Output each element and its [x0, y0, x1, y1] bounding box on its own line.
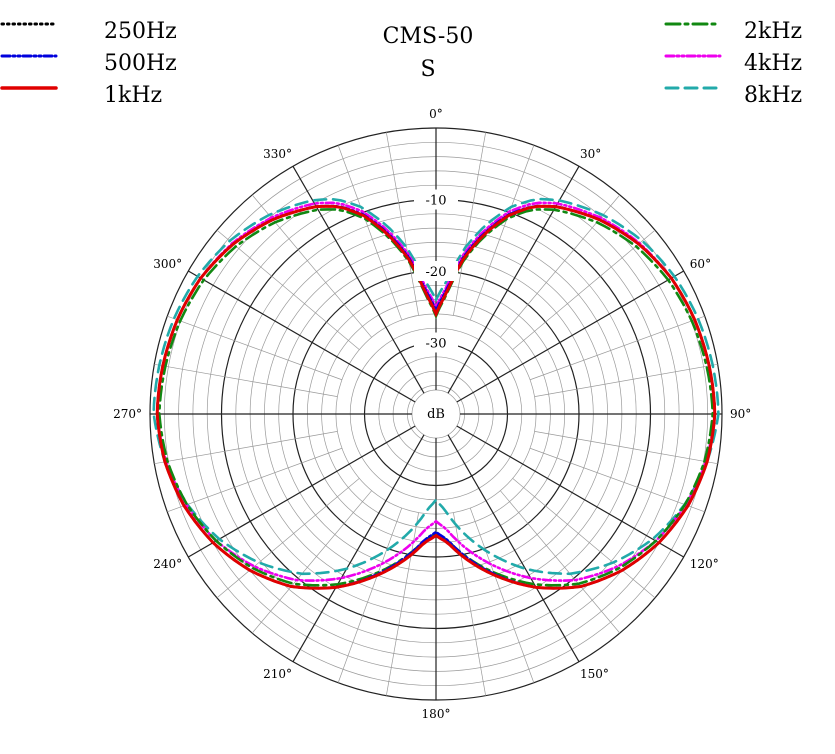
angle-tick-label: 300°	[153, 257, 182, 271]
ring-label-bg	[414, 261, 458, 281]
grid-spoke-minor	[154, 431, 338, 465]
grid-spoke-minor	[216, 229, 360, 350]
ring-label-bg	[414, 332, 458, 353]
angle-tick-label: 210°	[263, 667, 292, 681]
grid-spoke-minor	[529, 315, 705, 381]
grid-spoke-minor	[534, 363, 718, 397]
grid-spoke-minor	[167, 315, 343, 381]
series-layer	[152, 197, 720, 590]
grid-spoke-minor	[453, 132, 487, 316]
unit-label: dB	[427, 407, 445, 422]
angle-tick-label: 0°	[429, 107, 443, 121]
grid-spoke-major	[456, 270, 684, 403]
grid-spoke-major	[292, 434, 425, 662]
grid-spoke-minor	[529, 447, 705, 513]
chart-subtitle-line: S	[420, 57, 435, 82]
grid-spoke-minor	[251, 490, 372, 634]
angle-tick-label: 30°	[580, 147, 601, 161]
legend-label-8kHz: 8kHz	[744, 83, 802, 108]
legend-label-2kHz: 2kHz	[744, 19, 802, 44]
ring-label-bg	[414, 189, 458, 210]
grid-spoke-minor	[469, 145, 535, 321]
grid-spoke-minor	[534, 431, 718, 465]
grid-spoke-minor	[337, 507, 403, 683]
grid-spoke-minor	[154, 363, 338, 397]
angle-tick-label: 90°	[730, 407, 751, 421]
grid-spoke-minor	[512, 478, 656, 599]
grid-spoke-minor	[469, 507, 535, 683]
grid-spoke-major	[188, 425, 416, 558]
chart-title-line: CMS-50	[383, 24, 474, 49]
ring-label: -20	[426, 265, 447, 280]
grid-spoke-minor	[385, 132, 419, 316]
angle-tick-label: 240°	[153, 557, 182, 571]
grid-spoke-major	[188, 270, 416, 403]
grid-spoke-minor	[500, 490, 621, 634]
label-layer: -10 -20 -30 dB 0° 30° 60° 90° 120° 150° 180° 210° 24…	[113, 107, 751, 721]
chart-title: CMS-50 S	[383, 24, 474, 82]
legend-label-500Hz: 500Hz	[104, 51, 177, 76]
angle-tick-label: 120°	[690, 557, 719, 571]
grid-spoke-minor	[167, 447, 343, 513]
angle-tick-label: 270°	[113, 407, 142, 421]
legend-label-4kHz: 4kHz	[744, 51, 802, 76]
legend-label-250Hz: 250Hz	[104, 19, 177, 44]
angle-tick-label: 180°	[422, 707, 451, 721]
grid-spoke-minor	[337, 145, 403, 321]
series-line-8kHz	[152, 197, 720, 576]
grid-spoke-major	[447, 434, 580, 662]
grid-spoke-minor	[385, 512, 419, 696]
grid-spoke-minor	[216, 478, 360, 599]
ring-label: -10	[426, 194, 447, 209]
series-line-1kHz	[155, 204, 717, 590]
ring-label: -30	[426, 337, 447, 352]
angle-tick-label: 60°	[690, 257, 711, 271]
legend: 250Hz 500Hz 1kHz 2kHz 4kHz 8kHz	[0, 19, 802, 108]
grid-spoke-major	[456, 425, 684, 558]
angle-tick-label: 330°	[263, 147, 292, 161]
grid-spoke-minor	[512, 229, 656, 350]
legend-label-1kHz: 1kHz	[104, 83, 162, 108]
polar-grid	[149, 127, 723, 701]
angle-tick-label: 150°	[580, 667, 609, 681]
